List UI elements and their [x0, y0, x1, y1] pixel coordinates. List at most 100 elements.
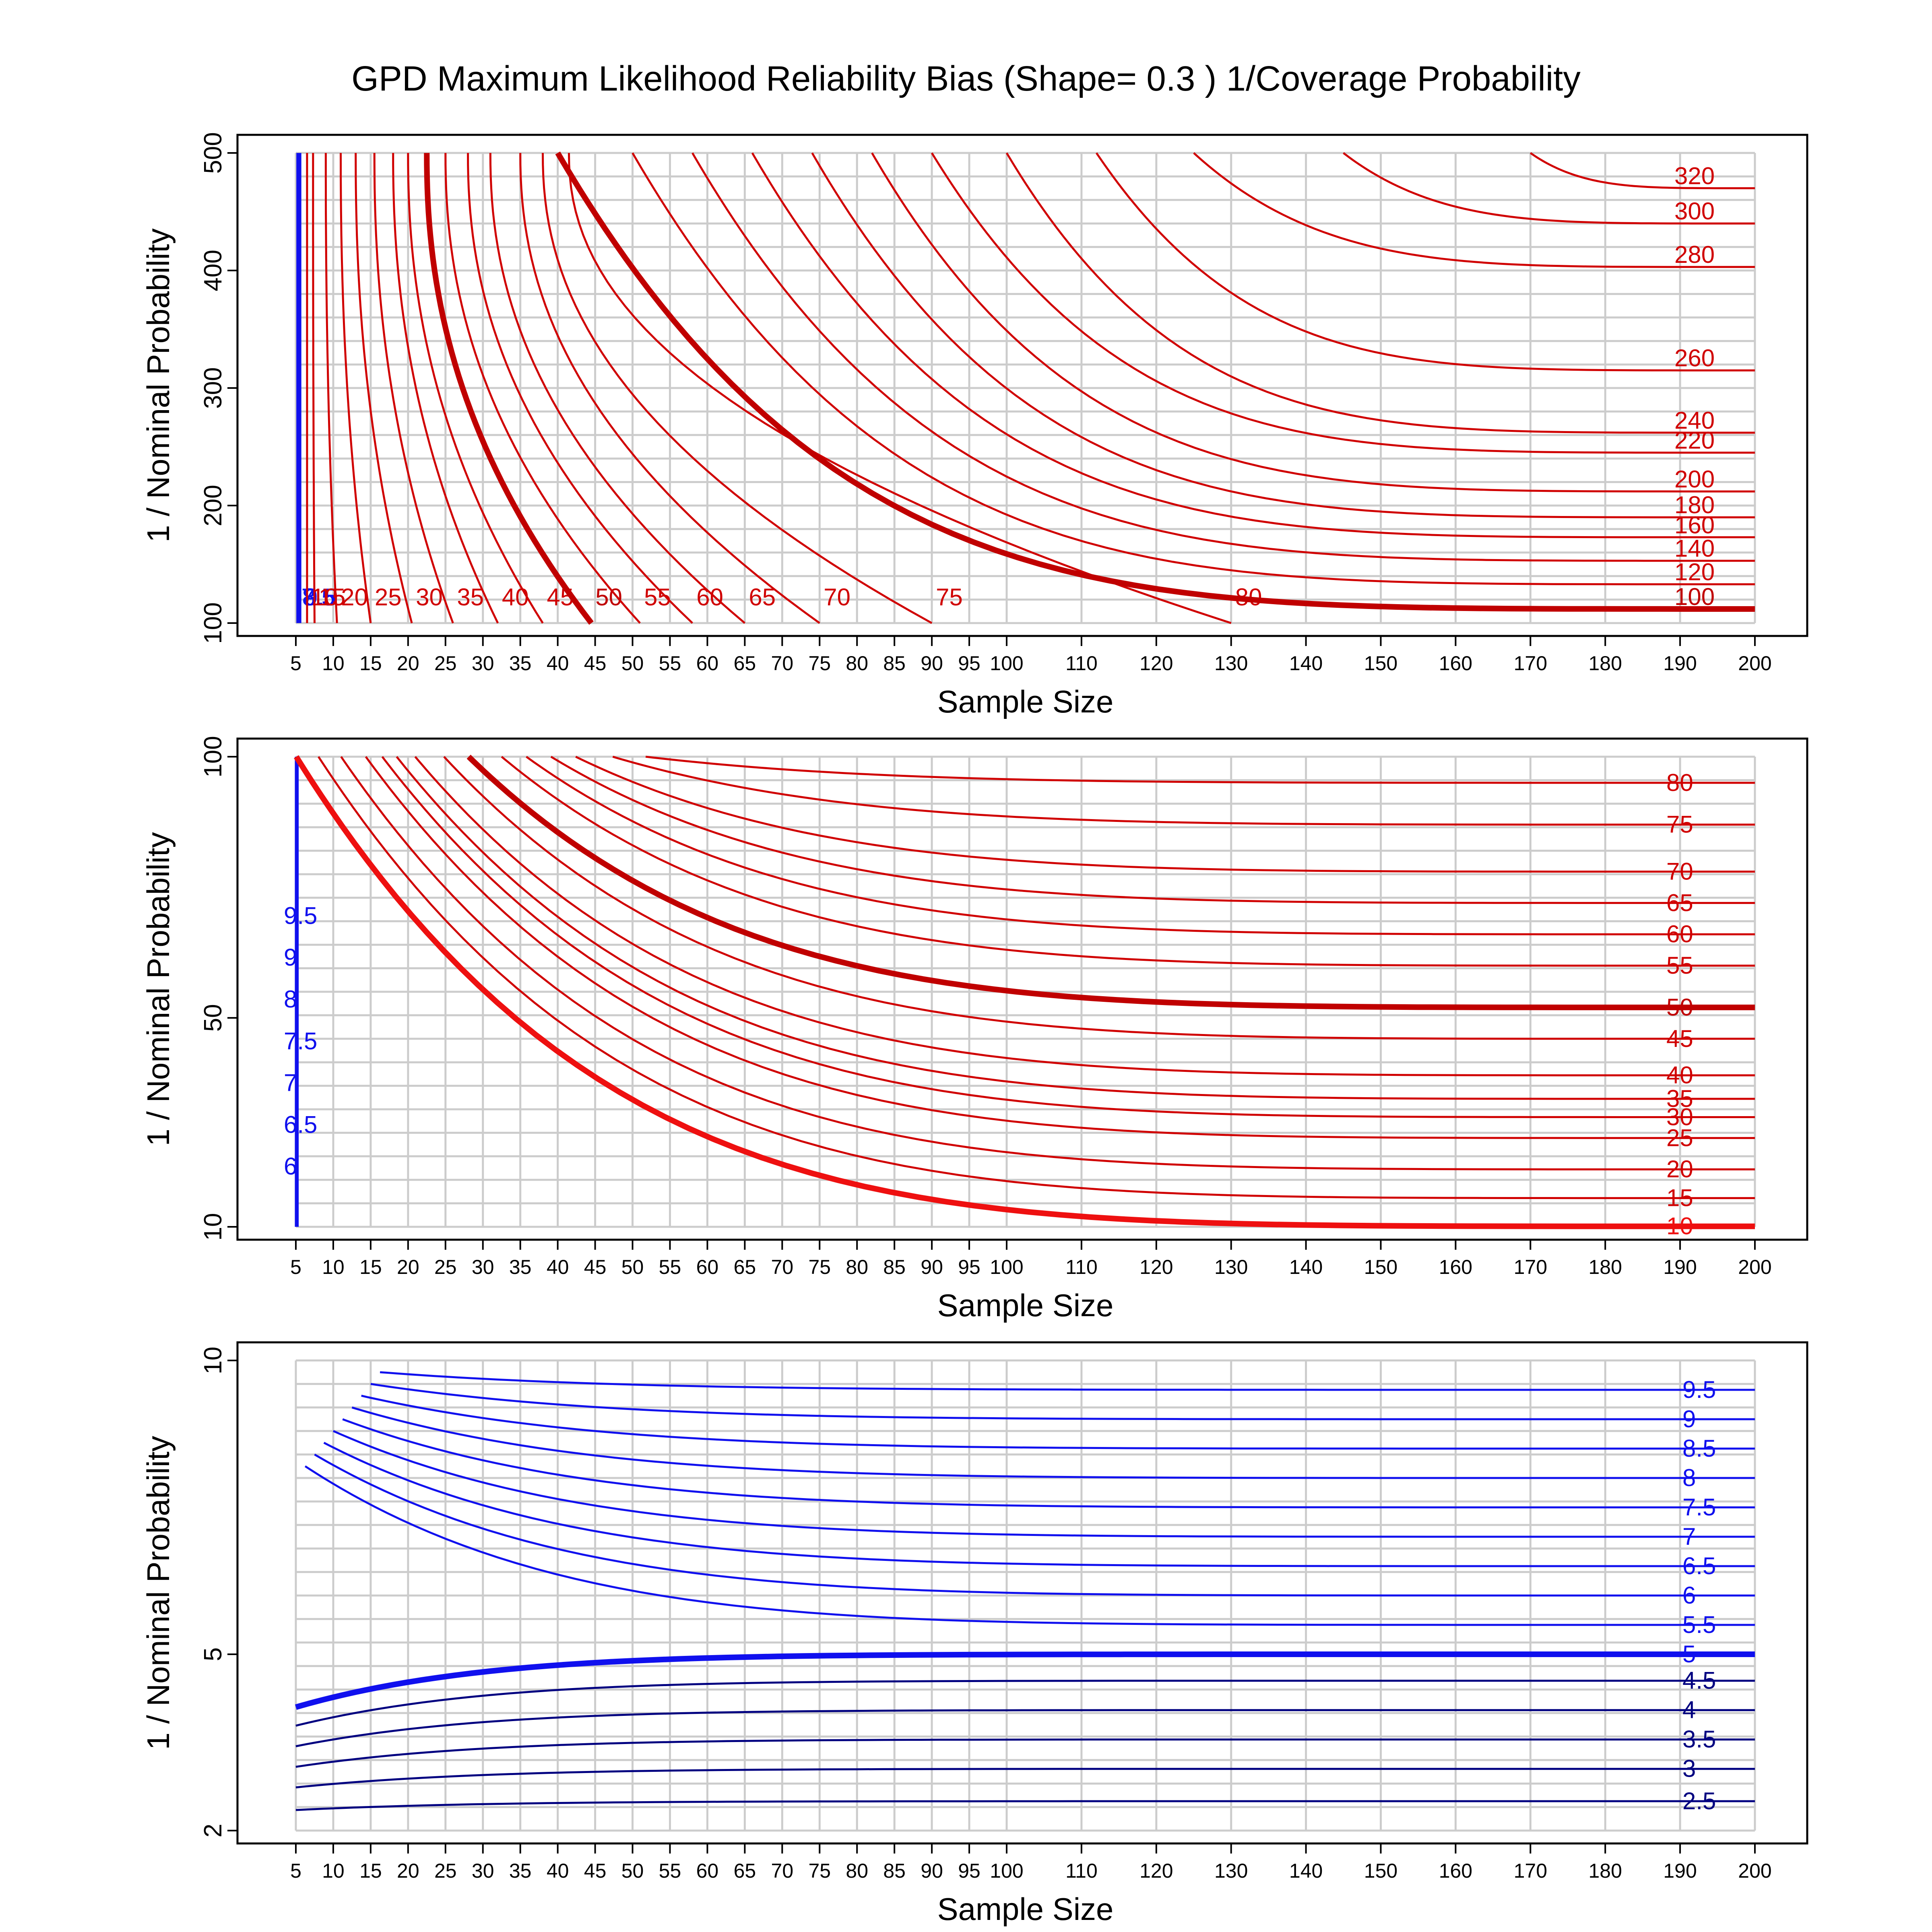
x-tick-label: 100	[990, 1860, 1023, 1882]
x-tick-label: 100	[990, 1256, 1023, 1278]
x-tick-label: 20	[397, 1256, 419, 1278]
contour-label-100: 100	[1674, 583, 1715, 610]
contour-label-2.5: 2.5	[1682, 1788, 1716, 1814]
x-tick-label: 30	[472, 1256, 494, 1278]
plot-frame	[236, 737, 1808, 1241]
x-tick-label: 180	[1588, 652, 1622, 675]
contour-label-75: 75	[1666, 811, 1693, 838]
contour-label-7.5: 7.5	[284, 1028, 317, 1055]
x-tick-label: 75	[808, 1860, 831, 1882]
contour-line-5	[295, 1651, 1755, 1710]
y-tick-label: 300	[199, 367, 227, 409]
x-tick-label: 85	[883, 1256, 906, 1278]
y-tick-label: 200	[199, 485, 227, 526]
contour-label-280: 280	[1674, 241, 1715, 268]
x-tick-label: 25	[434, 652, 457, 675]
x-tick-label: 35	[509, 1256, 532, 1278]
x-tick-label: 65	[734, 1256, 756, 1278]
contour-label-4.5: 4.5	[1682, 1667, 1716, 1694]
x-tick-label: 150	[1364, 652, 1397, 675]
contour-line-5.5	[304, 1465, 1755, 1626]
x-tick-label: 35	[509, 1860, 532, 1882]
contour-line-9	[370, 1383, 1755, 1420]
x-tick-label: 40	[547, 1256, 569, 1278]
contour-label-140: 140	[1674, 535, 1715, 562]
contour-line-9.5	[380, 1371, 1755, 1391]
x-tick-label: 75	[808, 1256, 831, 1278]
x-tick-label: 45	[584, 1256, 607, 1278]
contour-label-25: 25	[1666, 1124, 1693, 1151]
contour-line-220	[931, 152, 1755, 454]
x-axis: 5 10 15 20 25 30 35 40 45 50 55 60 65 70 75 80 85 90 95 100…	[290, 1240, 1772, 1278]
x-tick-label: 180	[1588, 1860, 1622, 1882]
x-tick-label: 190	[1663, 1860, 1697, 1882]
contour-label-200: 200	[1674, 466, 1715, 493]
contour-label-8: 8	[302, 584, 316, 611]
x-tick-label: 170	[1514, 652, 1547, 675]
contour-line-140	[691, 152, 1755, 562]
x-tick-label: 130	[1214, 1860, 1248, 1882]
y-tick-label: 500	[199, 132, 227, 173]
x-tick-label: 190	[1663, 652, 1697, 675]
contour-label-180: 180	[1674, 491, 1715, 518]
contour-line-80	[645, 755, 1755, 784]
chart-panel-2: 66.577.5899.5101520253035404550556065707…	[140, 736, 1808, 1323]
contour-line-3.5	[295, 1738, 1755, 1768]
y-axis: 2 5 10	[199, 1347, 237, 1837]
x-tick-label: 110	[1065, 1860, 1098, 1882]
contour-line-65	[489, 153, 746, 624]
contour-line-8.5	[361, 1395, 1755, 1450]
y-axis-title: 1 / Nominal Probability	[140, 832, 176, 1146]
x-tick-label: 65	[734, 1860, 756, 1882]
y-tick-label: 400	[199, 250, 227, 291]
x-tick-label: 170	[1514, 1860, 1547, 1882]
contour-label-6: 6	[284, 1153, 297, 1180]
y-tick-label: 100	[199, 602, 227, 644]
contour-label-9: 9	[1682, 1406, 1696, 1432]
x-tick-label: 95	[958, 1256, 980, 1278]
contour-line-3	[295, 1768, 1755, 1789]
contour-line-35	[373, 153, 454, 623]
x-tick-label: 110	[1065, 1256, 1098, 1278]
contour-line-320	[1530, 152, 1755, 190]
contour-label-10: 10	[311, 584, 338, 611]
contour-line-200	[871, 152, 1755, 493]
x-tick-label: 30	[472, 1860, 494, 1882]
x-tick-label: 95	[958, 1860, 980, 1882]
contour-line-2.5	[295, 1800, 1755, 1811]
contour-line-40	[414, 756, 1755, 1077]
contour-label-6: 6	[1682, 1582, 1696, 1609]
contour-label-9: 9	[284, 944, 297, 971]
contour-label-60: 60	[1666, 921, 1693, 947]
contour-line-55	[501, 756, 1755, 967]
contour-line-15	[312, 153, 316, 623]
x-tick-label: 120	[1139, 1860, 1173, 1882]
chart-panel-3: 2.533.544.555.566.577.588.599.55 10 15 20 25…	[140, 1341, 1808, 1927]
contour-line-20	[324, 153, 338, 623]
contour-line-120	[632, 152, 1755, 586]
contour-label-45: 45	[1666, 1025, 1693, 1052]
contour-label-30: 30	[416, 584, 443, 611]
y-axis-title: 1 / Nominal Probability	[140, 228, 176, 542]
x-tick-label: 85	[883, 652, 906, 675]
x-tick-label: 180	[1588, 1256, 1622, 1278]
contour-label-65: 65	[749, 584, 776, 611]
contour-line-7	[332, 1430, 1755, 1538]
contour-label-6.5: 6.5	[1682, 1552, 1716, 1579]
x-tick-label: 70	[771, 652, 794, 675]
contour-label-30: 30	[1666, 1103, 1693, 1130]
contour-line-6.5	[323, 1442, 1755, 1567]
contour-line-6	[314, 1453, 1755, 1597]
contour-line-50	[424, 153, 594, 625]
x-tick-label: 150	[1364, 1860, 1397, 1882]
contour-line-75	[612, 755, 1755, 826]
contour-line-280	[1193, 152, 1755, 268]
x-tick-label: 20	[397, 652, 419, 675]
contour-label-4: 4	[1682, 1697, 1696, 1724]
x-tick-label: 200	[1738, 1256, 1771, 1278]
contour-label-260: 260	[1674, 345, 1715, 372]
x-tick-label: 190	[1663, 1256, 1697, 1278]
contour-line-180	[811, 152, 1755, 518]
contour-label-20: 20	[341, 584, 368, 611]
